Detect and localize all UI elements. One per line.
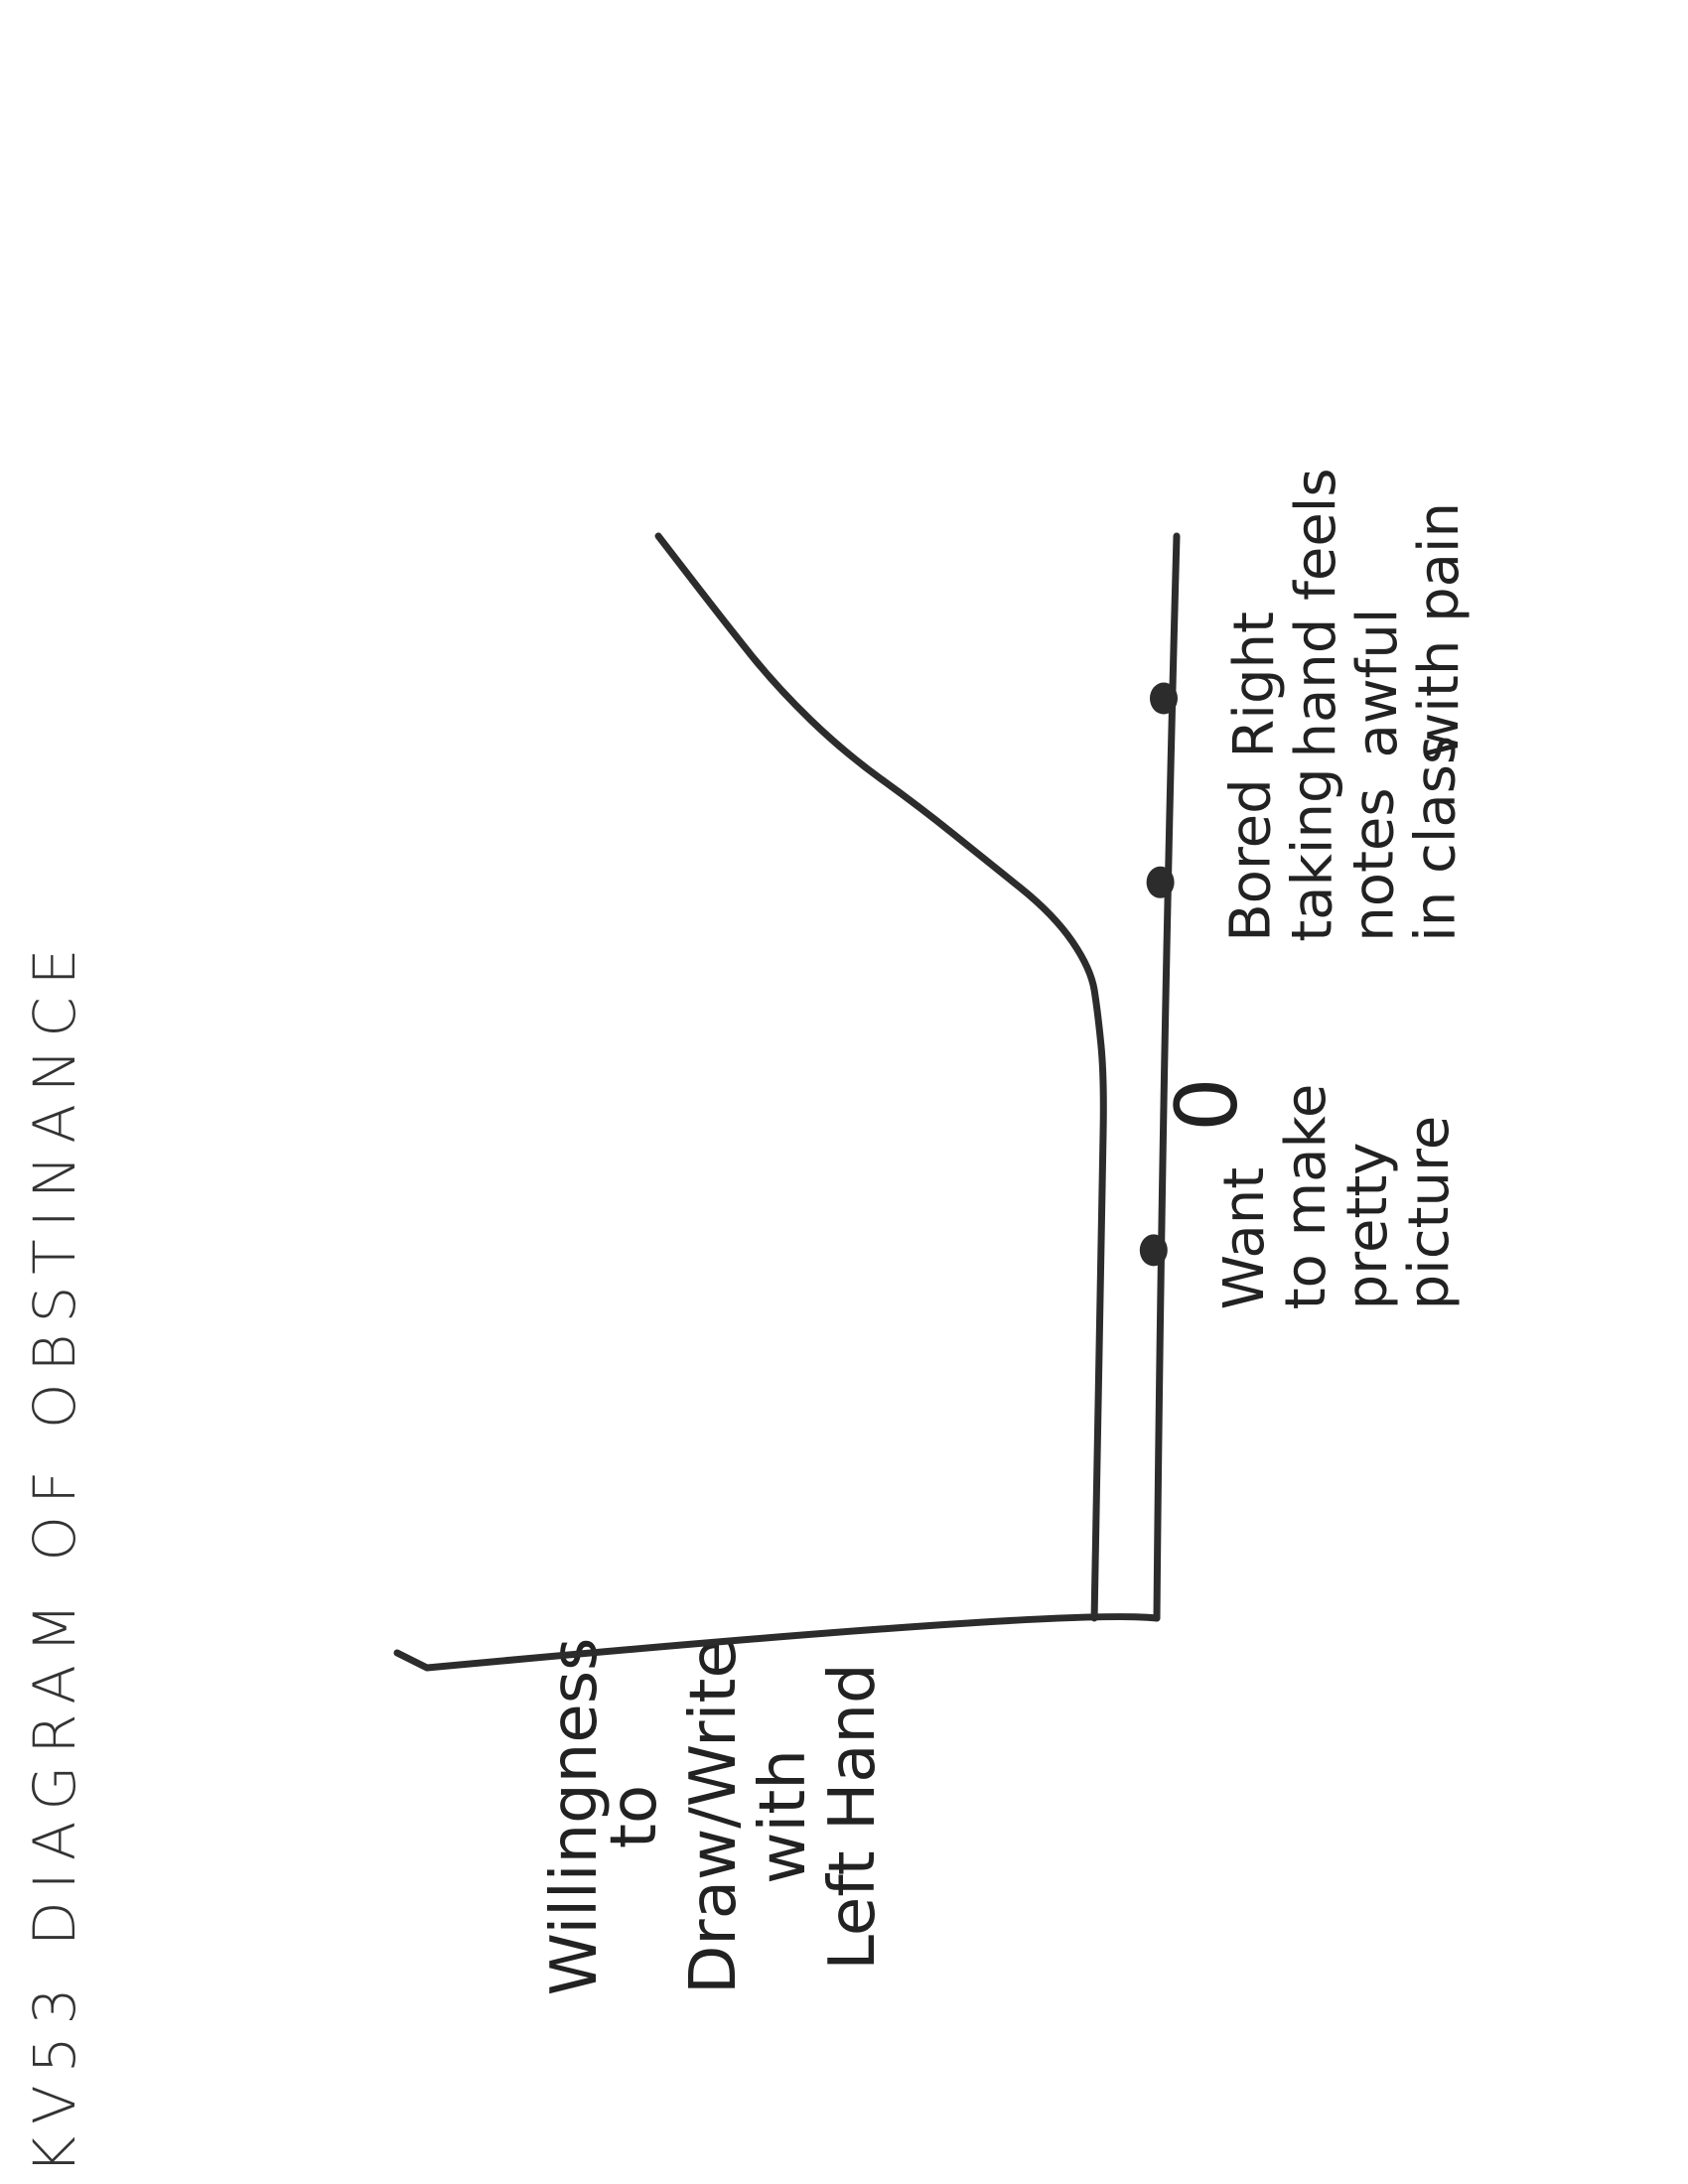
event-label-line: Want [1212,1167,1277,1310]
event-marker [1139,1234,1168,1267]
value-axis-line [393,1613,1161,1672]
y-axis-label-line: Willingness [538,1638,612,1996]
event-label-line: in class [1404,736,1469,942]
series-line [654,532,1107,1622]
event-label-line: Right [1222,612,1287,757]
event-label-line: Bored [1219,778,1284,941]
event-label-line: notes [1342,787,1407,941]
origin-label: 0 [1158,1077,1257,1132]
event-label-line: hand feels [1284,468,1348,757]
event-label-line: to make [1274,1084,1338,1310]
event-marker [1150,682,1178,715]
y-axis-label-line: Left Hand [816,1663,890,1970]
event-label-line: pretty [1336,1143,1400,1310]
event-marker [1146,866,1175,898]
y-axis-label-line: with [747,1749,820,1884]
event-label-line: awful [1345,609,1410,758]
y-axis-label-line: to [598,1785,671,1848]
event-label-line: picture [1397,1116,1462,1310]
y-axis-label-line: Draw/Write [677,1639,751,1994]
chart-title: KV53 DIAGRAM OF OBSTINANCE [21,937,88,2174]
event-label-line: taking [1281,767,1345,941]
event-label-line: with pain [1407,502,1472,758]
